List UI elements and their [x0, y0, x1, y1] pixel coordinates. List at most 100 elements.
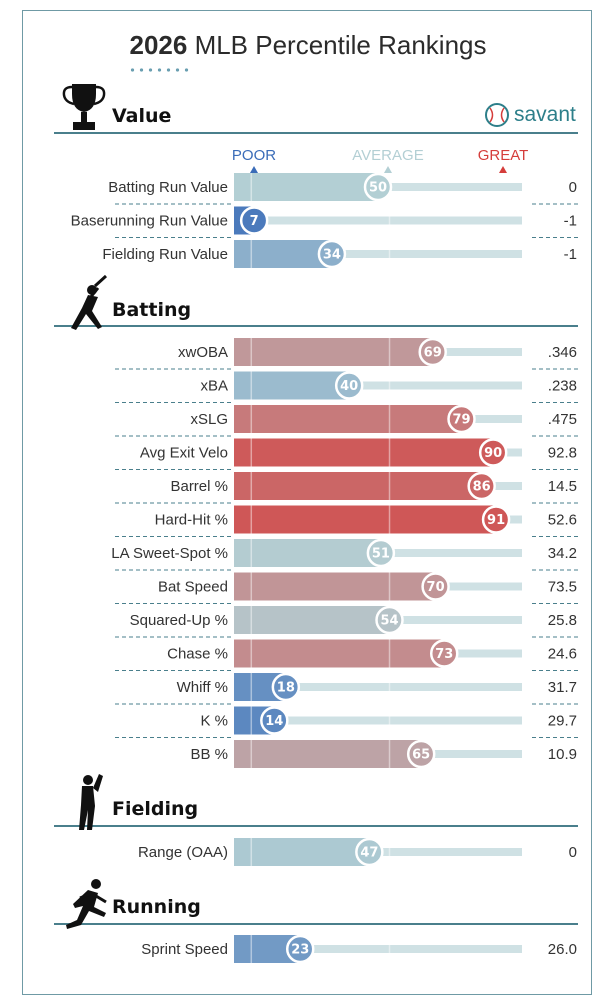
metric-row: xwOBA 69 .346 [115, 337, 578, 370]
percentile-bar [234, 438, 494, 467]
fielder-icon [79, 774, 103, 830]
percentile-bar [234, 572, 436, 601]
savant-brand[interactable]: savant [484, 101, 576, 129]
page-title: 2026 MLB Percentile Rankings [129, 30, 487, 60]
metric-label: Squared-Up % [130, 612, 228, 629]
percentile-marker[interactable] [363, 172, 393, 202]
metric-row: xBA 40 .238 [115, 371, 578, 403]
baseball-icon [485, 103, 509, 127]
metric-label: Avg Exit Velo [140, 445, 228, 462]
metric-value: -1 [564, 213, 577, 230]
metric-label: Baserunning Run Value [71, 213, 228, 230]
metric-label: Bat Speed [158, 579, 228, 596]
scale-marker-icon [499, 166, 507, 173]
metric-label: xSLG [190, 411, 228, 428]
metric-value: 73.5 [548, 579, 577, 596]
card-frame [22, 10, 592, 995]
percentile-label: 70 [427, 580, 445, 595]
percentile-label: 79 [452, 413, 470, 428]
percentile-marker[interactable] [366, 538, 396, 568]
brand-name: savant [514, 103, 576, 126]
metric-row: Baserunning Run Value 7 -1 [71, 206, 578, 238]
percentile-bar [234, 539, 381, 567]
title-underline-dots [128, 68, 192, 72]
percentile-bar [234, 405, 462, 433]
percentile-track [234, 216, 522, 225]
percentile-bar [234, 173, 378, 201]
metric-row: xSLG 79 .475 [115, 404, 578, 437]
percentile-bar [234, 240, 332, 268]
percentile-marker[interactable] [429, 639, 459, 668]
metric-value: 0 [569, 844, 577, 861]
percentile-marker[interactable] [478, 438, 508, 467]
percentile-label: 18 [277, 681, 295, 696]
scale-marker-icon [250, 166, 258, 173]
percentile-marker[interactable] [239, 206, 269, 235]
metric-label: Fielding Run Value [102, 246, 228, 263]
percentile-marker[interactable] [271, 672, 301, 702]
percentile-label: 7 [250, 214, 259, 229]
metric-value: 24.6 [548, 646, 577, 663]
metric-row: Sprint Speed 23 26.0 [141, 934, 577, 964]
percentile-marker[interactable] [447, 404, 476, 434]
percentile-marker[interactable] [334, 371, 364, 400]
metric-row: Barrel % 86 14.5 [115, 471, 578, 504]
percentile-label: 86 [473, 480, 491, 495]
scale-marker-icon [384, 166, 392, 173]
metric-row: Range (OAA) 47 0 [138, 837, 577, 867]
metric-value: .346 [548, 344, 577, 361]
scale-average-label: AVERAGE [352, 147, 423, 164]
percentile-marker[interactable] [285, 934, 315, 964]
runner-icon [66, 879, 107, 929]
metric-value: -1 [564, 246, 577, 263]
percentile-label: 54 [380, 614, 398, 629]
percentile-label: 50 [369, 181, 387, 196]
percentile-marker[interactable] [421, 572, 450, 601]
percentile-label: 65 [412, 748, 430, 763]
percentile-label: 90 [484, 446, 502, 461]
metric-label: Barrel % [170, 478, 228, 495]
batter-icon [71, 274, 108, 330]
percentile-marker[interactable] [355, 837, 384, 867]
trophy-icon [62, 84, 106, 130]
percentile-marker[interactable] [481, 505, 511, 534]
percentile-label: 34 [323, 248, 341, 263]
percentile-track [234, 945, 522, 953]
percentile-bar [234, 472, 482, 500]
percentile-bar [234, 371, 350, 400]
percentile-marker[interactable] [375, 605, 404, 635]
metric-row: Fielding Run Value 34 -1 [102, 239, 577, 269]
metric-value: 10.9 [548, 746, 577, 763]
scale-poor-label: POOR [232, 147, 276, 164]
percentile-marker[interactable] [260, 706, 289, 735]
metric-value: 29.7 [548, 713, 577, 730]
percentile-marker[interactable] [467, 471, 496, 501]
percentile-marker[interactable] [418, 337, 447, 367]
percentile-label: 51 [372, 547, 390, 562]
metric-row: Chase % 73 24.6 [115, 639, 578, 671]
percentile-label: 40 [340, 379, 358, 394]
percentile-bar [234, 838, 370, 866]
metric-label: Chase % [167, 646, 228, 663]
metric-row: Batting Run Value 50 0 [108, 172, 578, 205]
metric-value: 92.8 [548, 445, 577, 462]
percentile-marker[interactable] [317, 239, 347, 269]
metric-value: .238 [548, 378, 577, 395]
metric-label: Whiff % [177, 679, 228, 696]
metric-value: 34.2 [548, 545, 577, 562]
section-title-value: Value [112, 105, 171, 127]
metric-label: BB % [190, 746, 228, 763]
percentile-marker[interactable] [406, 739, 436, 769]
metric-row: BB % 65 10.9 [190, 739, 577, 769]
percentile-track [234, 716, 522, 725]
metric-value: 25.8 [548, 612, 577, 629]
percentile-label: 47 [360, 846, 378, 861]
percentile-track [234, 250, 522, 258]
metric-label: xBA [200, 378, 228, 395]
metric-label: Sprint Speed [141, 941, 228, 958]
metric-value: 14.5 [548, 478, 577, 495]
percentile-label: 14 [265, 714, 283, 729]
section-title-fielding: Fielding [112, 798, 198, 820]
metric-row: Squared-Up % 54 25.8 [115, 605, 578, 638]
